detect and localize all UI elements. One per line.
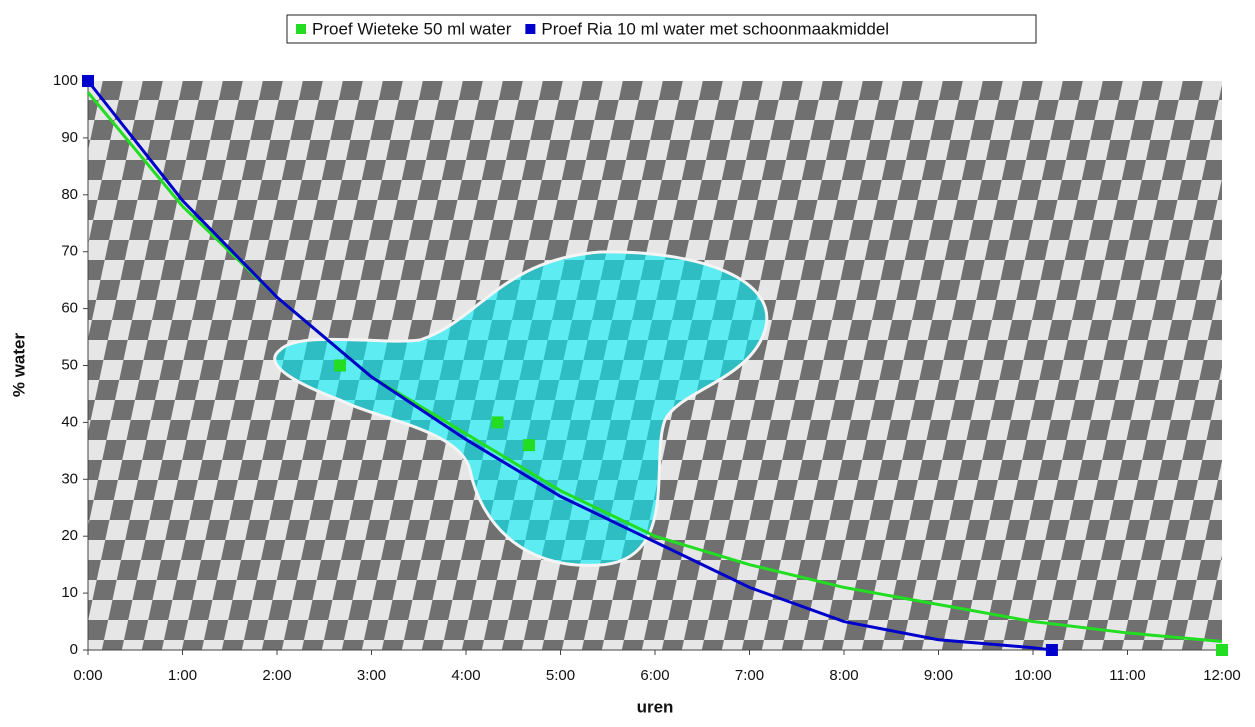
y-tick-label: 30 bbox=[61, 470, 78, 487]
x-tick-label: 9:00 bbox=[924, 667, 953, 684]
y-tick-label: 40 bbox=[61, 413, 78, 430]
x-tick-label: 12:00 bbox=[1203, 667, 1241, 684]
legend-label: Proef Ria 10 ml water met schoonmaakmidd… bbox=[541, 19, 889, 38]
legend-swatch bbox=[296, 24, 306, 34]
trend-line bbox=[86, 80, 1053, 652]
y-tick-label: 70 bbox=[61, 243, 78, 260]
point bbox=[334, 359, 347, 372]
legend-swatch bbox=[525, 24, 536, 34]
y-tick-label: 80 bbox=[61, 186, 78, 203]
y-tick-label: 10 bbox=[61, 584, 78, 601]
x-tick-label: 4:00 bbox=[451, 667, 480, 684]
x-tick-label: 10:00 bbox=[1014, 667, 1052, 684]
x-tick-label: 0:00 bbox=[73, 667, 102, 684]
x-tick-label: 2:00 bbox=[262, 667, 291, 684]
x-tick-label: 5:00 bbox=[546, 667, 575, 684]
point bbox=[1216, 644, 1228, 656]
legend-box bbox=[286, 14, 1037, 44]
x-tick-label: 11:00 bbox=[1109, 667, 1145, 684]
x-tick-label: 6:00 bbox=[640, 667, 669, 684]
point bbox=[82, 75, 94, 87]
decorative-blob bbox=[273, 250, 769, 567]
legend-label: Proef Wieteke 50 ml water bbox=[312, 19, 512, 38]
y-tick-label: 20 bbox=[61, 527, 78, 544]
y-axis-title: % water bbox=[9, 332, 28, 397]
y-tick-label: 60 bbox=[61, 300, 78, 317]
point bbox=[523, 439, 536, 452]
point bbox=[491, 416, 504, 429]
y-tick-label: 90 bbox=[61, 129, 78, 146]
point bbox=[1045, 644, 1058, 656]
x-axis-title: uren bbox=[637, 697, 674, 716]
x-tick-label: 3:00 bbox=[357, 667, 386, 684]
x-tick-label: 1:00 bbox=[168, 667, 197, 684]
y-tick-label: 0 bbox=[70, 641, 78, 658]
y-tick-label: 100 bbox=[53, 72, 78, 89]
x-tick-label: 7:00 bbox=[735, 667, 764, 684]
x-tick-label: 8:00 bbox=[829, 667, 858, 684]
y-tick-label: 50 bbox=[61, 356, 78, 373]
